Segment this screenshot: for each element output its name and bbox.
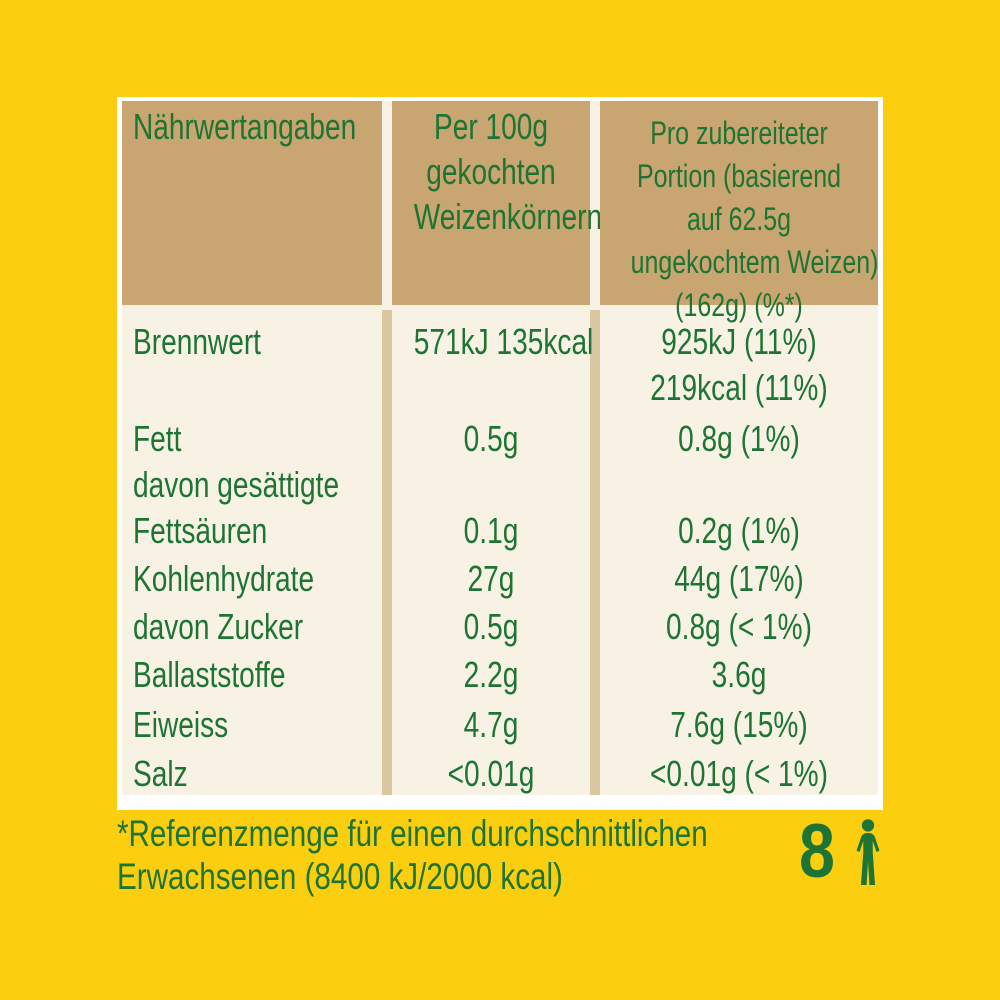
column-gap [590, 462, 600, 554]
row-value-per-portion: 44g (17%) [600, 556, 878, 602]
text-line: 4.7g [463, 704, 519, 745]
text-line: auf 62.5g [686, 201, 792, 237]
row-value-per-portion: 7.6g (15%) [600, 702, 878, 748]
row-value-per-100g: 4.7g [392, 702, 590, 748]
row-value-per-100g: 0.1g [392, 462, 590, 554]
text-line: Pro zubereiteter [650, 115, 828, 151]
text-line: <0.01g (< 1%) [650, 753, 828, 794]
text-line: Ballaststoffe [133, 654, 286, 695]
row-value-per-100g: 571kJ 135kcal [392, 319, 594, 411]
table-row: Salz <0.01g <0.01g (< 1%) [122, 751, 878, 797]
column-gap [382, 556, 392, 602]
text-line: 44g (17%) [674, 558, 804, 599]
text-line: ungekochtem Weizen) [630, 244, 879, 280]
table-row: davon Zucker 0.5g 0.8g (< 1%) [122, 604, 878, 650]
row-value-per-portion: 0.8g (< 1%) [600, 604, 878, 650]
text-line: <0.01g [447, 753, 535, 794]
row-label: Fett [122, 416, 382, 462]
text-line: Brennwert [133, 321, 261, 362]
row-value-per-100g: 2.2g [392, 652, 590, 698]
nutrition-panel: Nährwertangaben Per 100g gekochten Weizenk… [117, 97, 883, 810]
column-gap [590, 604, 600, 650]
text-line: *Referenzmenge für einen durchschnittlic… [117, 813, 708, 854]
text-line: (162g) (%*) [675, 287, 803, 323]
column-gap [590, 556, 600, 602]
row-value-per-100g: 0.5g [392, 604, 590, 650]
text-line: 0.2g (1%) [678, 510, 800, 551]
text-line: Salz [133, 753, 188, 794]
table-row: Fett 0.5g 0.8g (1%) [122, 416, 878, 462]
row-label: Ballaststoffe [122, 652, 382, 698]
text-line: 925kJ (11%) [661, 321, 817, 362]
table-row: Eiweiss 4.7g 7.6g (15%) [122, 702, 878, 748]
person-icon [851, 819, 885, 887]
text-line: davon Zucker [133, 606, 304, 647]
column-gap [590, 652, 600, 698]
row-value-per-portion: <0.01g (< 1%) [600, 751, 878, 797]
nutrition-table: Nährwertangaben Per 100g gekochten Weizenk… [122, 101, 878, 795]
text-line: davon gesättigte [133, 464, 340, 505]
text-line: 219kcal (11%) [650, 367, 828, 408]
text-line: Weizenkörnern [413, 196, 603, 237]
table-row: Kohlenhydrate 27g 44g (17%) [122, 556, 878, 602]
row-label: Eiweiss [122, 702, 382, 748]
column-gap [382, 319, 392, 411]
text-line: 27g [467, 558, 515, 599]
column-separator [382, 310, 392, 795]
text-line: 0.8g (1%) [678, 418, 800, 459]
column-gap [382, 462, 392, 554]
text-line: 0.1g [463, 510, 519, 551]
table-row: Ballaststoffe 2.2g 3.6g [122, 652, 878, 698]
text-line: 0.5g [463, 606, 519, 647]
portions-count: 8 [799, 809, 835, 894]
text-line: Fett [133, 418, 182, 459]
text-line: 0.5g [463, 418, 519, 459]
column-gap [382, 702, 392, 748]
text-line: Portion (basierend [637, 158, 841, 194]
text-line: 571kJ 135kcal [413, 321, 594, 362]
text-line: Per 100g [434, 106, 548, 147]
row-label: Kohlenhydrate [122, 556, 382, 602]
row-value-per-portion: 0.8g (1%) [600, 416, 878, 462]
row-label: davon Zucker [122, 604, 382, 650]
column-gap [382, 652, 392, 698]
row-value-per-portion: 925kJ (11%) 219kcal (11%) [600, 319, 878, 411]
header-per-100g: Per 100g gekochten Weizenkörnern [392, 101, 603, 305]
row-value-per-100g: <0.01g [392, 751, 590, 797]
text-line: gekochten [426, 151, 556, 192]
header-per-portion: Pro zubereiteter Portion (basierend auf 62… [600, 101, 879, 323]
text-line: Kohlenhydrate [133, 558, 315, 599]
column-gap [382, 416, 392, 462]
text-line: Fettsäuren [133, 510, 268, 551]
text-line: 3.6g [711, 654, 767, 695]
row-value-per-100g: 0.5g [392, 416, 590, 462]
column-gap [382, 751, 392, 797]
header-nutrients: Nährwertangaben [122, 101, 382, 305]
column-gap [382, 604, 392, 650]
row-label: Salz [122, 751, 382, 797]
text-line: 2.2g [463, 654, 519, 695]
row-label: Brennwert [122, 319, 382, 411]
column-gap [590, 416, 600, 462]
row-value-per-portion: 3.6g [600, 652, 878, 698]
table-row: davon gesättigte Fettsäuren 0.1g 0.2g (1%… [122, 462, 878, 554]
row-value-per-portion: 0.2g (1%) [600, 462, 878, 554]
column-gap [590, 751, 600, 797]
header-nutrients-label: Nährwertangaben [133, 106, 357, 147]
text-line: 7.6g (15%) [670, 704, 808, 745]
text-line: Erwachsenen (8400 kJ/2000 kcal) [117, 856, 563, 897]
reference-note: *Referenzmenge für einen durchschnittlic… [117, 812, 855, 898]
column-gap [590, 702, 600, 748]
row-label: davon gesättigte Fettsäuren [122, 462, 382, 554]
row-value-per-100g: 27g [392, 556, 590, 602]
text-line: 0.8g (< 1%) [666, 606, 812, 647]
column-separator [590, 310, 600, 795]
text-line: Eiweiss [133, 704, 229, 745]
table-row: Brennwert 571kJ 135kcal 925kJ (11%) 219kc… [122, 319, 878, 411]
